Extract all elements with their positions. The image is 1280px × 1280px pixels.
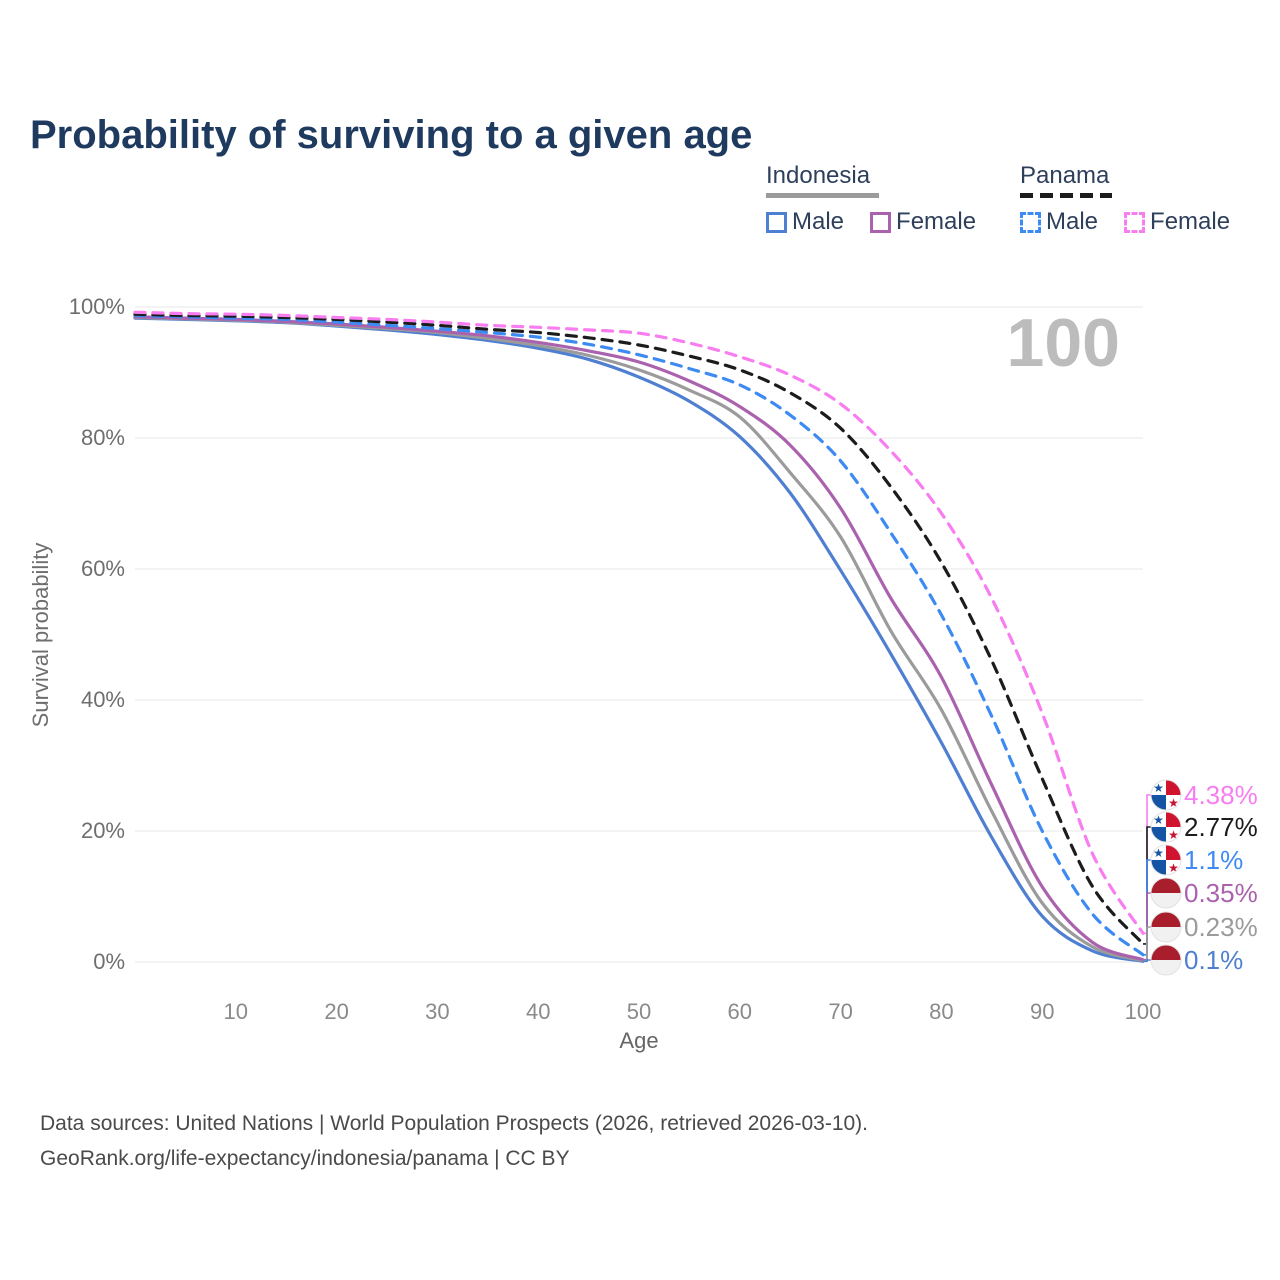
x-axis-title: Age: [619, 1028, 658, 1053]
legend-swatch-panama-female[interactable]: [1124, 211, 1146, 233]
x-tick-label: 80: [929, 999, 953, 1024]
legend-item-panama-male[interactable]: Male: [1020, 208, 1098, 236]
end-labels: ★★ 4.38%★★ 2.77%★★ 1.1%0.35%0.23%0.1%: [1150, 779, 1258, 976]
legend-item-label: Female: [1150, 208, 1231, 235]
curve-panama-female: [133, 310, 1145, 935]
legend-item-label: Male: [1046, 208, 1099, 235]
x-tick-label: 40: [526, 999, 550, 1024]
x-tick-label: 30: [425, 999, 449, 1024]
data-sources-line: Data sources: United Nations | World Pop…: [40, 1112, 869, 1135]
legend-swatch-indonesia-female[interactable]: [870, 211, 892, 233]
svg-text:★: ★: [1168, 828, 1179, 842]
legend-swatch-panama-male[interactable]: [1020, 211, 1041, 233]
y-axis-title: Survival probability: [28, 543, 53, 728]
svg-text:★: ★: [1168, 796, 1179, 810]
legend-line-sample-solid: [766, 193, 879, 198]
legend-group-indonesia: Indonesia Male Female: [766, 162, 996, 236]
axis-tick-labels: 0% 20% 40% 60% 80% 100% 10 20 30 40 50 60 70 80 90 100: [69, 294, 1162, 1024]
panama-flag-icon: ★★: [1150, 844, 1182, 876]
y-tick-label: 20%: [81, 818, 125, 843]
legend-item-panama-female[interactable]: Female: [1124, 208, 1230, 236]
survival-curves: [133, 310, 1145, 963]
svg-text:★: ★: [1168, 861, 1179, 875]
leader-line: [1143, 959, 1151, 963]
end-value-label: 1.1%: [1184, 845, 1243, 875]
y-tick-label: 80%: [81, 425, 125, 450]
x-tick-label: 100: [1125, 999, 1162, 1024]
gridlines: [135, 306, 1143, 963]
x-tick-label: 70: [828, 999, 852, 1024]
indonesia-flag-icon: [1150, 944, 1182, 976]
y-tick-label: 0%: [93, 949, 125, 974]
panama-flag-icon: ★★: [1150, 779, 1182, 811]
legend-item-indonesia-male[interactable]: Male: [766, 208, 844, 236]
end-value-label: 0.23%: [1184, 912, 1258, 942]
legend-line-sample-dashed: [1020, 193, 1112, 198]
legend-country-label: Panama: [1020, 162, 1110, 189]
end-label-leader-lines: [1143, 794, 1151, 963]
y-tick-label: 60%: [81, 556, 125, 581]
legend-item-label: Male: [792, 208, 845, 235]
curve-indonesia-both-sexes: [133, 315, 1145, 963]
end-value-label: 0.1%: [1184, 945, 1243, 975]
legend-group-panama: Panama Male Female: [1020, 162, 1250, 236]
panama-flag-icon: ★★: [1150, 811, 1182, 843]
x-tick-label: 60: [728, 999, 752, 1024]
indonesia-flag-icon: [1150, 877, 1182, 909]
y-tick-label: 40%: [81, 687, 125, 712]
svg-text:★: ★: [1153, 813, 1164, 827]
x-tick-label: 90: [1030, 999, 1054, 1024]
legend: Indonesia Male Female Panama Male: [0, 162, 1280, 252]
attribution-line: GeoRank.org/life-expectancy/indonesia/pa…: [40, 1147, 570, 1170]
legend-country-label: Indonesia: [766, 162, 871, 189]
end-value-label: 0.35%: [1184, 878, 1258, 908]
footer: Data sources: United Nations | World Pop…: [40, 1106, 868, 1176]
x-tick-label: 10: [224, 999, 248, 1024]
curve-indonesia-female: [133, 315, 1145, 962]
curve-panama-both-sexes: [133, 312, 1145, 946]
end-value-label: 2.77%: [1184, 812, 1258, 842]
curve-panama-male: [133, 313, 1145, 957]
legend-swatch-indonesia-male[interactable]: [766, 211, 787, 233]
legend-item-label: Female: [896, 208, 977, 235]
legend-item-indonesia-female[interactable]: Female: [870, 208, 976, 236]
x-tick-label: 20: [324, 999, 348, 1024]
age-counter-watermark: 100: [1007, 305, 1120, 381]
indonesia-flag-icon: [1150, 911, 1182, 943]
y-tick-label: 100%: [69, 294, 125, 319]
end-value-label: 4.38%: [1184, 780, 1258, 810]
x-tick-label: 50: [627, 999, 651, 1024]
svg-text:★: ★: [1153, 846, 1164, 860]
curve-indonesia-male: [133, 316, 1145, 963]
page-title: Probability of surviving to a given age: [30, 112, 753, 157]
svg-text:★: ★: [1153, 781, 1164, 795]
